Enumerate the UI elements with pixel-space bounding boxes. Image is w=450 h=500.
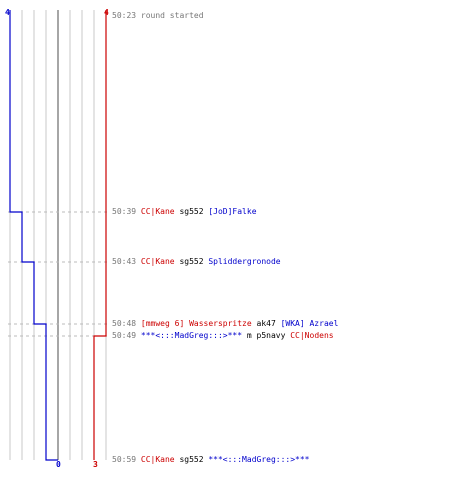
event-time: 50:23 — [112, 11, 141, 20]
event-time: 50:39 — [112, 207, 141, 216]
event-text: ak47 — [251, 319, 281, 328]
blue-team-line — [9, 10, 58, 461]
red-end-score: 3 — [93, 460, 98, 469]
event-time: 50:43 — [112, 257, 141, 266]
event-text: [mmweg 6] Wasserspritze — [140, 319, 252, 328]
event-text: CC|Kane — [140, 207, 175, 216]
event-guide-lines — [8, 211, 108, 337]
blue-end-score: 0 — [56, 460, 61, 469]
event-log-line: 50:43 CC|Kane sg552 Spliddergronode — [112, 257, 281, 266]
event-text: CC|Kane — [140, 257, 175, 266]
event-text: Spliddergronode — [208, 257, 281, 266]
event-log-line: 50:23 round started — [112, 11, 204, 20]
event-text: m p5navy — [242, 331, 291, 340]
event-text: CC|Nodens — [290, 331, 334, 340]
blue-start-score: 4 — [5, 8, 10, 17]
event-time: 50:59 — [112, 455, 141, 464]
event-time: 50:48 — [112, 319, 141, 328]
event-text: sg552 — [174, 455, 209, 464]
event-text: ***<:::MadGreg:::>*** — [208, 455, 310, 464]
event-text: CC|Kane — [140, 455, 175, 464]
red-team-line — [93, 10, 107, 460]
event-text: [JoD]Falke — [208, 207, 257, 216]
event-text: sg552 — [174, 257, 209, 266]
event-text: sg552 — [174, 207, 209, 216]
event-log-line: 50:49 ***<:::MadGreg:::>*** m p5navy CC|… — [112, 331, 334, 340]
event-time: 50:49 — [112, 331, 141, 340]
event-text: ***<:::MadGreg:::>*** — [140, 331, 243, 340]
event-text: round started — [140, 11, 204, 20]
event-log-line: 50:48 [mmweg 6] Wasserspritze ak47 [WKA]… — [112, 319, 338, 328]
event-text: [WKA] Azrael — [280, 319, 339, 328]
event-log-line: 50:59 CC|Kane sg552 ***<:::MadGreg:::>**… — [112, 455, 310, 464]
graph-grid — [9, 10, 107, 460]
red-start-score: 4 — [104, 8, 109, 17]
event-log-line: 50:39 CC|Kane sg552 [JoD]Falke — [112, 207, 257, 216]
